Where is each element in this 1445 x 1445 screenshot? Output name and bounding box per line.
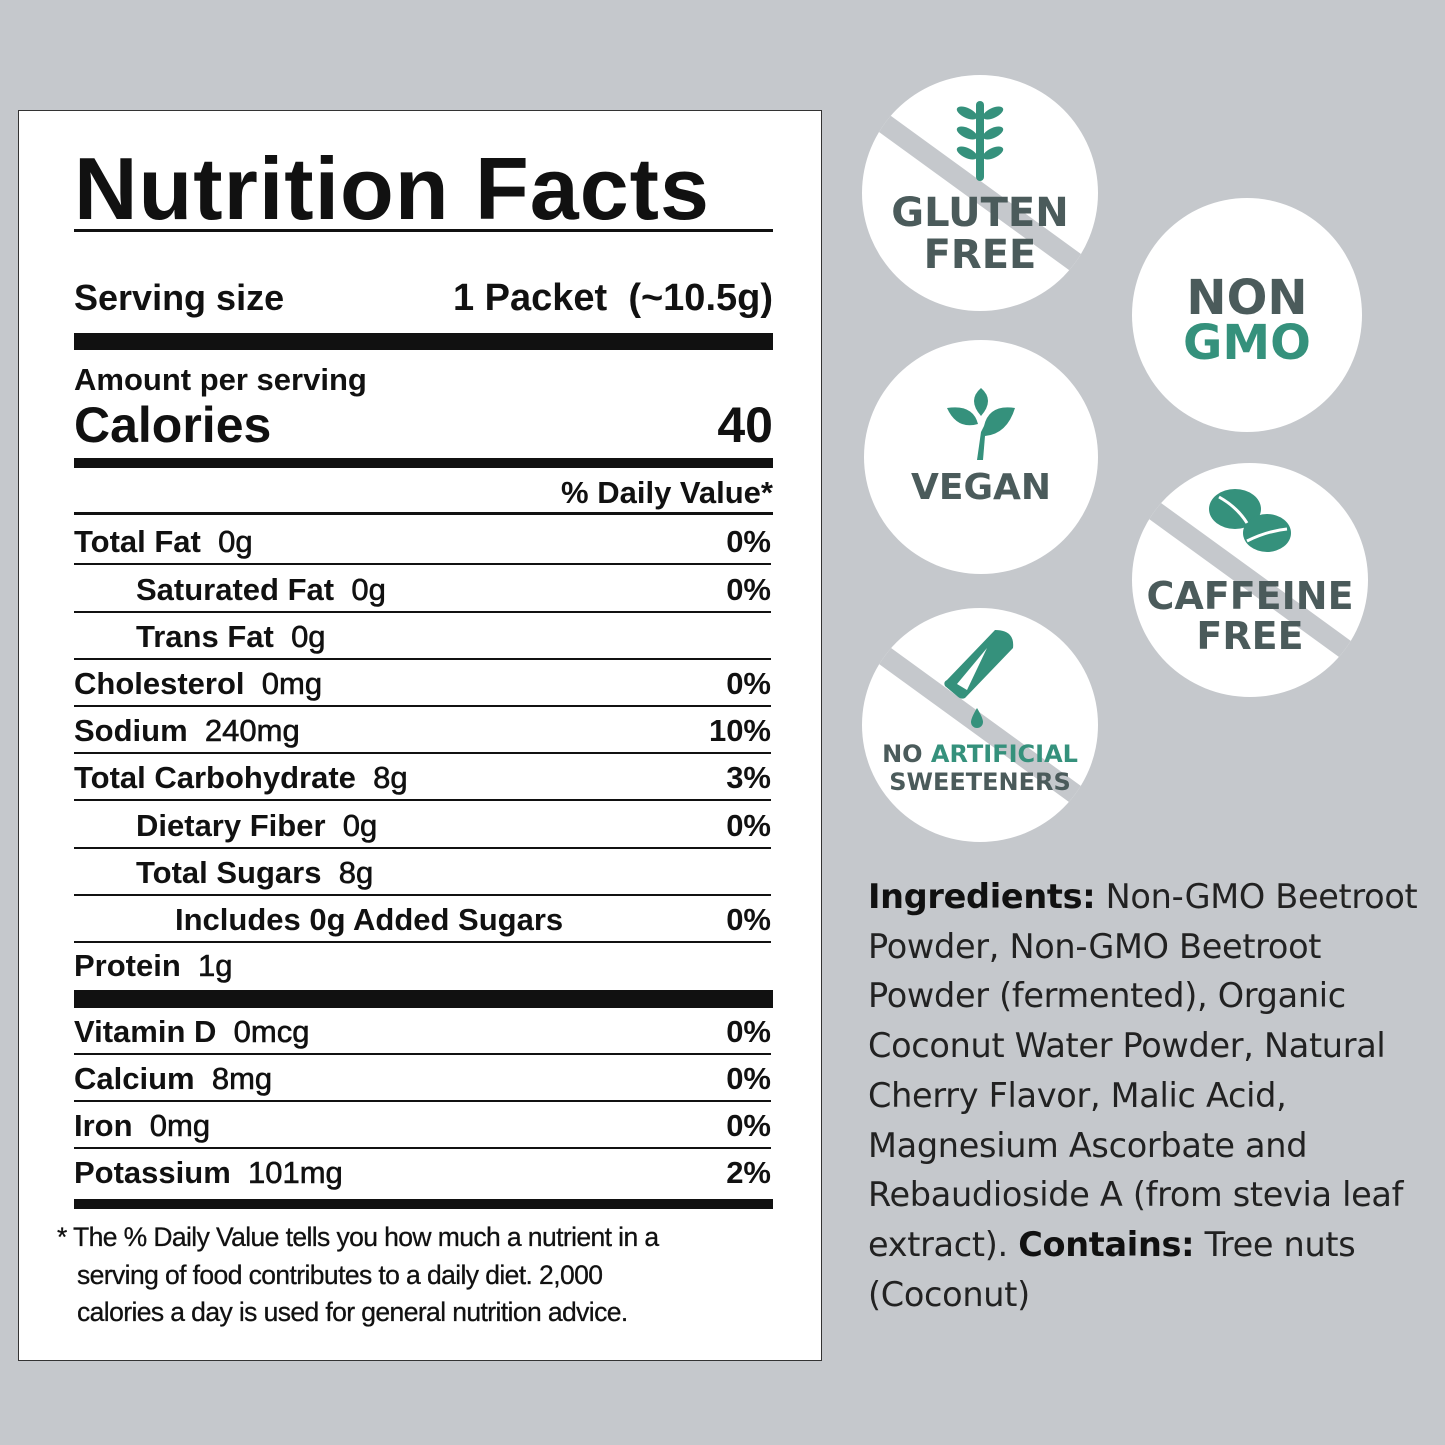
- nutrient-name: Total Sugars: [136, 855, 322, 890]
- nutrient-row: Protein 1g: [74, 943, 771, 989]
- nutrient-daily-value: 3%: [726, 760, 771, 795]
- calories-row: Calories 40: [74, 397, 773, 453]
- nutrient-daily-value: 0%: [726, 1014, 771, 1049]
- badge-text: VEGAN: [911, 467, 1051, 508]
- vegan-badge: VEGAN: [864, 340, 1098, 574]
- caffeine-free-badge: CAFFEINE FREE: [1132, 463, 1368, 697]
- badge-text: NON: [1186, 270, 1308, 326]
- badge-text: GLUTEN: [891, 190, 1069, 236]
- nutrient-daily-value: 0%: [726, 1108, 771, 1143]
- nutrient-row: Iron 0mg 0%: [74, 1103, 771, 1149]
- nutrient-row: Total Sugars 8g: [74, 850, 771, 896]
- nutrient-name: Iron: [74, 1108, 133, 1143]
- nutrient-name: Includes 0g Added Sugars: [175, 902, 564, 937]
- amount-per-serving: Amount per serving: [74, 362, 367, 397]
- nutrient-row: Vitamin D 0mcg 0%: [74, 1009, 771, 1055]
- nutrient-name: Saturated Fat: [136, 572, 335, 607]
- nutrient-name: Total Carbohydrate: [74, 760, 356, 795]
- nutrient-row: Includes 0g Added Sugars 0%: [74, 897, 771, 943]
- nutrient-row: Trans Fat 0g: [74, 614, 771, 660]
- nutrient-amount: 0g: [351, 572, 386, 608]
- badge-text: FREE: [923, 232, 1037, 278]
- footnote-line: calories a day is used for general nutri…: [77, 1297, 629, 1327]
- nutrient-row: Cholesterol 0mg 0%: [74, 661, 771, 707]
- nutrient-amount: 240mg: [204, 713, 300, 749]
- nutrient-name: Trans Fat: [136, 619, 274, 654]
- nutrient-amount: 8mg: [211, 1061, 273, 1097]
- sweetener-dropper-icon: [944, 630, 1014, 728]
- badge-text: SWEETENERS: [889, 768, 1071, 796]
- nutrient-amount: 101mg: [248, 1155, 343, 1191]
- serving-size-value: 1 Packet (~10.5g): [452, 277, 773, 319]
- non-gmo-badge: NON GMO: [1132, 198, 1362, 432]
- badge-text: NO ARTIFICIAL: [882, 740, 1078, 768]
- nutrient-row: Saturated Fat 0g 0%: [74, 567, 771, 613]
- serving-size-row: Serving size 1 Packet (~10.5g): [74, 277, 773, 327]
- thick-divider: [74, 990, 773, 1008]
- no-artificial-sweeteners-badge: NO ARTIFICIAL SWEETENERS: [862, 608, 1098, 842]
- nutrient-name: Dietary Fiber: [136, 808, 326, 843]
- footnote-line: serving of food contributes to a daily d…: [77, 1259, 603, 1290]
- badge-text: GMO: [1183, 315, 1311, 371]
- nutrient-amount: 0g: [291, 619, 326, 655]
- nutrient-daily-value: 2%: [726, 1155, 771, 1190]
- nutrient-name: Calcium: [74, 1061, 195, 1096]
- thick-divider: [74, 333, 773, 350]
- nutrient-amount: 8g: [338, 855, 374, 891]
- thick-divider: [74, 458, 773, 468]
- nutrient-row: Potassium 101mg 2%: [74, 1150, 771, 1196]
- nutrient-daily-value: 0%: [726, 808, 771, 843]
- nutrient-row: Total Carbohydrate 8g 3%: [74, 755, 771, 801]
- nutrient-amount: 0mg: [261, 666, 323, 702]
- coffee-bean-icon: [1209, 489, 1291, 552]
- badge-text: CAFFEINE: [1146, 574, 1354, 618]
- nutrient-row: Total Fat 0g 0%: [74, 519, 771, 565]
- serving-size-label: Serving size: [74, 277, 285, 318]
- nutrient-amount: 0mcg: [233, 1014, 310, 1050]
- nutrient-row: Calcium 8mg 0%: [74, 1056, 771, 1102]
- calories-label: Calories: [74, 397, 272, 453]
- nutrient-daily-value: 0%: [726, 1061, 771, 1096]
- nutrient-daily-value: 0%: [726, 666, 771, 701]
- badge-text: FREE: [1196, 614, 1304, 658]
- nutrient-amount: 1g: [198, 948, 233, 984]
- nutrition-facts-label: Nutrition Facts Serving size 1 Packet (~…: [18, 110, 822, 1361]
- contains-label: Contains:: [1018, 1224, 1195, 1264]
- divider: [74, 229, 773, 232]
- nutrient-row: Dietary Fiber 0g 0%: [74, 803, 771, 849]
- wheat-icon: [956, 101, 1004, 181]
- daily-value-header: % Daily Value*: [74, 471, 773, 515]
- nutrient-name: Vitamin D: [74, 1014, 217, 1049]
- nutrient-name: Potassium: [74, 1155, 231, 1190]
- footnote-line: * The % Daily Value tells you how much a…: [57, 1222, 659, 1252]
- nutrient-name: Cholesterol: [74, 666, 245, 701]
- gluten-free-badge: GLUTEN FREE: [862, 75, 1098, 311]
- nutrient-row: Sodium 240mg 10%: [74, 708, 771, 754]
- ingredients-label: Ingredients:: [868, 877, 1096, 916]
- nutrient-daily-value: 0%: [726, 572, 771, 607]
- nutrient-name: Total Fat: [74, 524, 201, 559]
- nutrient-name: Protein: [74, 948, 181, 983]
- nutrient-amount: 0g: [342, 808, 378, 844]
- thick-divider: [74, 1199, 773, 1209]
- leaf-icon: [947, 388, 1015, 460]
- nutrient-daily-value: 0%: [726, 524, 771, 559]
- nutrient-amount: 8g: [373, 760, 408, 796]
- nutrient-amount: 0g: [218, 524, 253, 560]
- label-title: Nutrition Facts: [74, 139, 710, 238]
- nutrient-amount: 0mg: [149, 1108, 211, 1144]
- nutrient-name: Sodium: [74, 713, 188, 748]
- nutrient-daily-value: 10%: [708, 713, 771, 748]
- nutrient-daily-value: 0%: [726, 902, 771, 937]
- ingredients-text: Ingredients: Non-GMO Beetroot Powder, No…: [868, 877, 1418, 1314]
- calories-value: 40: [717, 397, 773, 453]
- footnote: * The % Daily Value tells you how much a…: [57, 1219, 777, 1332]
